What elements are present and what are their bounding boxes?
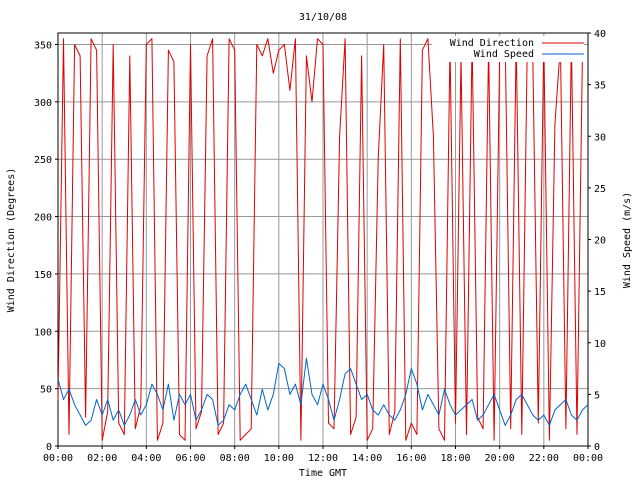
x-tick-label: 08:00	[220, 453, 250, 464]
x-tick-label: 18:00	[440, 453, 470, 464]
y-right-tick-label: 20	[594, 236, 606, 247]
legend-label-wind-speed: Wind Speed	[474, 49, 534, 60]
axis-tick-labels: 00:00 02:00 04:00 06:00 08:00 10:00 12:00 14:00…	[34, 29, 606, 464]
series-line-wind-speed	[57, 357, 589, 426]
y-right-tick-label: 5	[594, 390, 600, 401]
legend-label-wind-direction: Wind Direction	[450, 38, 534, 49]
x-tick-label: 04:00	[131, 453, 161, 464]
x-tick-label: 16:00	[396, 453, 426, 464]
x-tick-label: 20:00	[485, 453, 515, 464]
x-tick-label: 00:00	[43, 453, 73, 464]
y-left-tick-label: 200	[34, 213, 52, 224]
y-right-tick-label: 35	[594, 81, 606, 92]
y-right-tick-label: 40	[594, 29, 606, 40]
series-layer	[57, 38, 589, 441]
plot-area-frame	[57, 32, 589, 447]
x-axis-label: Time GMT	[299, 468, 347, 479]
x-tick-label: 02:00	[87, 453, 117, 464]
y-left-tick-label: 250	[34, 155, 52, 166]
y-left-tick-label: 100	[34, 327, 52, 338]
y-axis-label-right: Wind Speed (m/s)	[622, 192, 633, 288]
y-left-tick-label: 300	[34, 98, 52, 109]
y-axis-label-left: Wind Direction (Degrees)	[6, 168, 17, 313]
x-tick-label: 14:00	[352, 453, 382, 464]
y-right-tick-label: 10	[594, 339, 606, 350]
y-right-tick-label: 15	[594, 287, 606, 298]
legend-background	[432, 36, 584, 62]
x-tick-label: 22:00	[529, 453, 559, 464]
y-left-tick-label: 50	[40, 385, 52, 396]
x-tick-label: 12:00	[308, 453, 338, 464]
legend: Wind Direction Wind Speed	[432, 36, 584, 62]
x-tick-label: 00:00	[573, 453, 603, 464]
y-left-tick-label: 150	[34, 270, 52, 281]
x-tick-label: 06:00	[175, 453, 205, 464]
chart-title: 31/10/08	[299, 12, 347, 23]
y-left-tick-label: 0	[46, 442, 52, 453]
y-right-tick-label: 30	[594, 132, 606, 143]
x-tick-label: 10:00	[264, 453, 294, 464]
series-line-wind-direction	[57, 38, 583, 441]
y-right-tick-label: 25	[594, 184, 606, 195]
y-right-tick-label: 0	[594, 442, 600, 453]
y-left-tick-label: 350	[34, 40, 52, 51]
